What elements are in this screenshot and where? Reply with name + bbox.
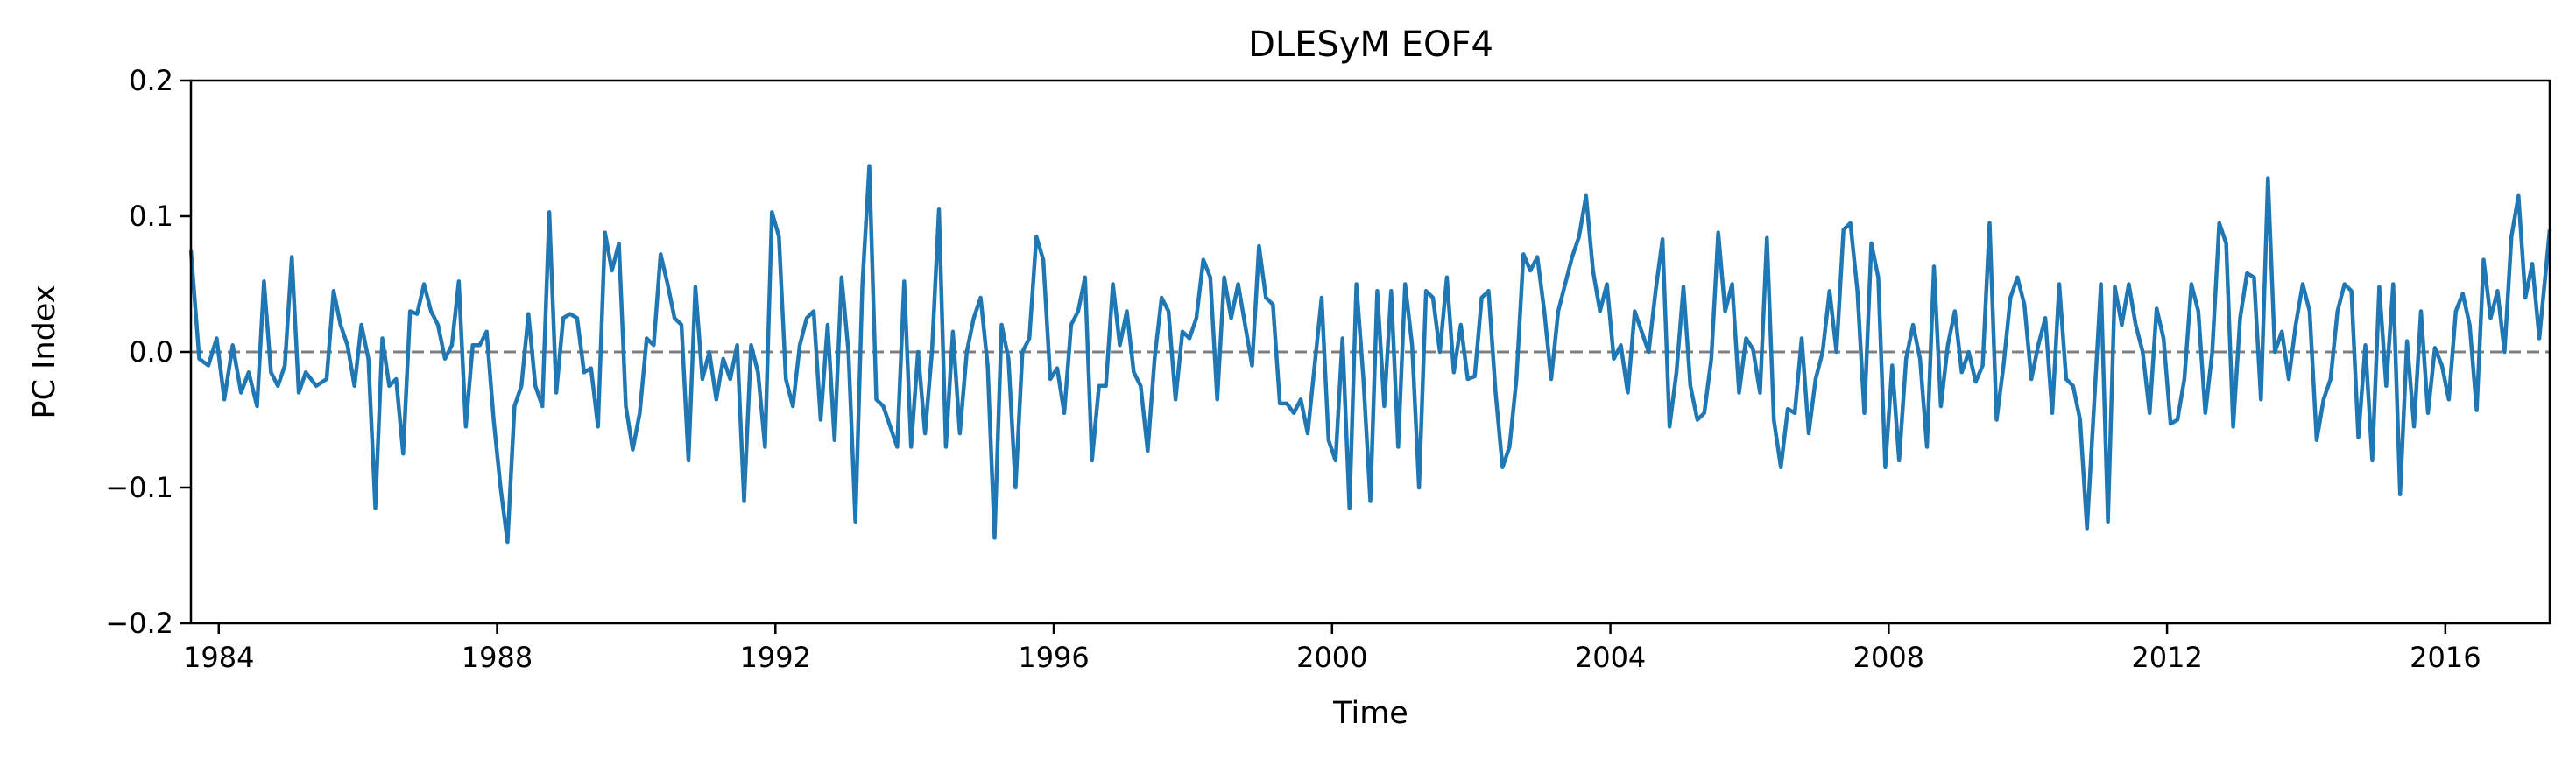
x-tick-label: 1988 bbox=[462, 641, 533, 674]
y-axis: −0.2 −0.1 0.0 0.1 0.2 bbox=[105, 64, 191, 640]
x-tick-label: 2008 bbox=[1853, 641, 1924, 674]
series-line-1 bbox=[188, 164, 2552, 545]
x-tick-label: 1984 bbox=[183, 641, 254, 674]
x-tick-label: 1996 bbox=[1018, 641, 1089, 674]
x-axis-label: Time bbox=[1332, 696, 1408, 731]
y-tick-label: −0.2 bbox=[105, 607, 173, 640]
y-tick-label: 0.1 bbox=[129, 200, 173, 233]
x-tick-label: 2000 bbox=[1296, 641, 1367, 674]
x-tick-label: 2004 bbox=[1575, 641, 1646, 674]
x-tick-label: 2012 bbox=[2131, 641, 2202, 674]
plot-area bbox=[188, 164, 2552, 545]
y-tick-label: 0.0 bbox=[129, 335, 173, 369]
y-tick-label: 0.2 bbox=[129, 64, 173, 97]
y-tick-label: −0.1 bbox=[105, 471, 173, 504]
chart-title: DLESyM EOF4 bbox=[1248, 25, 1493, 65]
x-axis: 1984 1988 1992 1996 2000 2004 2008 2012 2016 bbox=[183, 623, 2481, 674]
x-tick-label: 1992 bbox=[740, 641, 811, 674]
x-tick-label: 2016 bbox=[2410, 641, 2481, 674]
y-axis-label: PC Index bbox=[27, 285, 62, 418]
